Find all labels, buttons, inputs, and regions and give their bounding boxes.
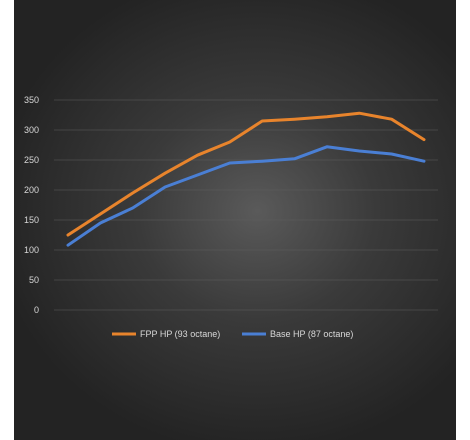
- line-chart: 0 50 100 150 200 250 300 350 FPP HP (93 octane)…: [24, 95, 438, 339]
- series-lines: [66, 111, 426, 247]
- series-line-1: [66, 145, 426, 247]
- y-tick-label: 200: [24, 185, 39, 195]
- legend-label-0: FPP HP (93 octane): [140, 329, 220, 339]
- y-tick-label: 100: [24, 245, 39, 255]
- y-tick-label: 300: [24, 125, 39, 135]
- legend-label-1: Base HP (87 octane): [270, 329, 353, 339]
- gridlines: [54, 99, 438, 311]
- chart-panel: 0 50 100 150 200 250 300 350 FPP HP (93 octane)…: [14, 0, 456, 440]
- y-tick-label: 50: [29, 275, 39, 285]
- y-tick-label: 350: [24, 95, 39, 105]
- legend: FPP HP (93 octane) Base HP (87 octane): [112, 329, 353, 339]
- y-tick-label: 150: [24, 215, 39, 225]
- series-line-0: [66, 111, 426, 237]
- y-tick-label: 250: [24, 155, 39, 165]
- y-axis-ticks: 0 50 100 150 200 250 300 350: [24, 95, 39, 315]
- y-tick-label: 0: [34, 305, 39, 315]
- legend-entry-0: FPP HP (93 octane): [112, 329, 220, 339]
- legend-entry-1: Base HP (87 octane): [242, 329, 353, 339]
